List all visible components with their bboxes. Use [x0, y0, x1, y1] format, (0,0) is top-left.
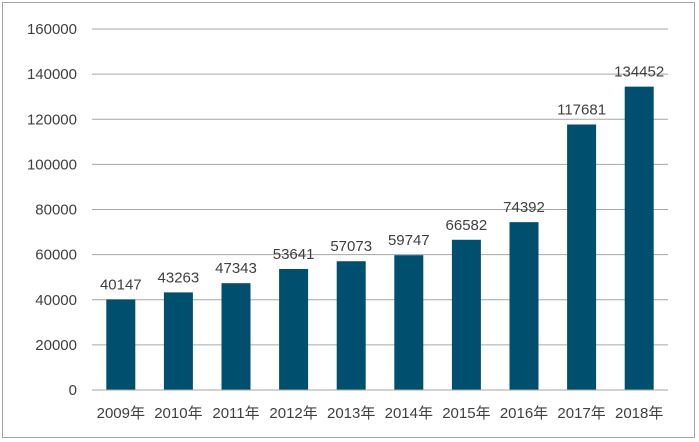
- y-tick-label: 40000: [35, 292, 77, 309]
- category-label: 2017年: [557, 405, 605, 422]
- bars: [106, 86, 654, 391]
- y-axis-tick-labels: 0 20000 40000 60000 80000 100000 120000 140000 1…: [27, 21, 77, 399]
- category-label: 2009年: [97, 405, 145, 422]
- x-axis-category-labels: 2009年 2010年 2011年 2012年 2013年 2014年 2015年 2016年…: [97, 405, 664, 422]
- bar: [451, 239, 481, 390]
- category-label: 2011年: [212, 405, 259, 422]
- data-label: 47343: [215, 260, 257, 277]
- bar: [106, 299, 136, 390]
- category-label: 2015年: [442, 405, 490, 422]
- data-labels: 40147 43263 47343 53641 57073 59747 66582 74392…: [100, 64, 664, 294]
- y-tick-label: 160000: [27, 21, 77, 38]
- bar: [509, 222, 539, 390]
- bar: [394, 255, 424, 390]
- bar: [336, 261, 366, 390]
- data-label: 66582: [446, 217, 488, 234]
- y-tick-label: 0: [69, 382, 77, 399]
- data-label: 59747: [388, 232, 430, 249]
- data-label: 43263: [158, 269, 200, 286]
- bar: [221, 283, 251, 390]
- data-label: 53641: [273, 246, 315, 263]
- bar: [624, 86, 654, 391]
- category-label: 2014年: [385, 405, 433, 422]
- category-label: 2012年: [269, 405, 317, 422]
- y-tick-label: 60000: [35, 247, 77, 264]
- category-label: 2016年: [500, 405, 548, 422]
- y-tick-label: 20000: [35, 337, 77, 354]
- y-tick-label: 100000: [27, 156, 77, 173]
- bar: [163, 292, 193, 390]
- data-label: 74392: [503, 199, 545, 216]
- y-tick-label: 80000: [35, 202, 77, 219]
- data-label: 134452: [614, 64, 664, 81]
- y-tick-label: 140000: [27, 66, 77, 83]
- bar: [279, 268, 309, 390]
- y-tick-label: 120000: [27, 111, 77, 128]
- bar: [567, 124, 597, 391]
- data-label: 40147: [100, 276, 142, 293]
- category-label: 2018年: [615, 405, 663, 422]
- category-label: 2010年: [154, 405, 202, 422]
- data-label: 117681: [557, 101, 606, 118]
- data-label: 57073: [330, 238, 372, 255]
- category-label: 2013年: [327, 405, 375, 422]
